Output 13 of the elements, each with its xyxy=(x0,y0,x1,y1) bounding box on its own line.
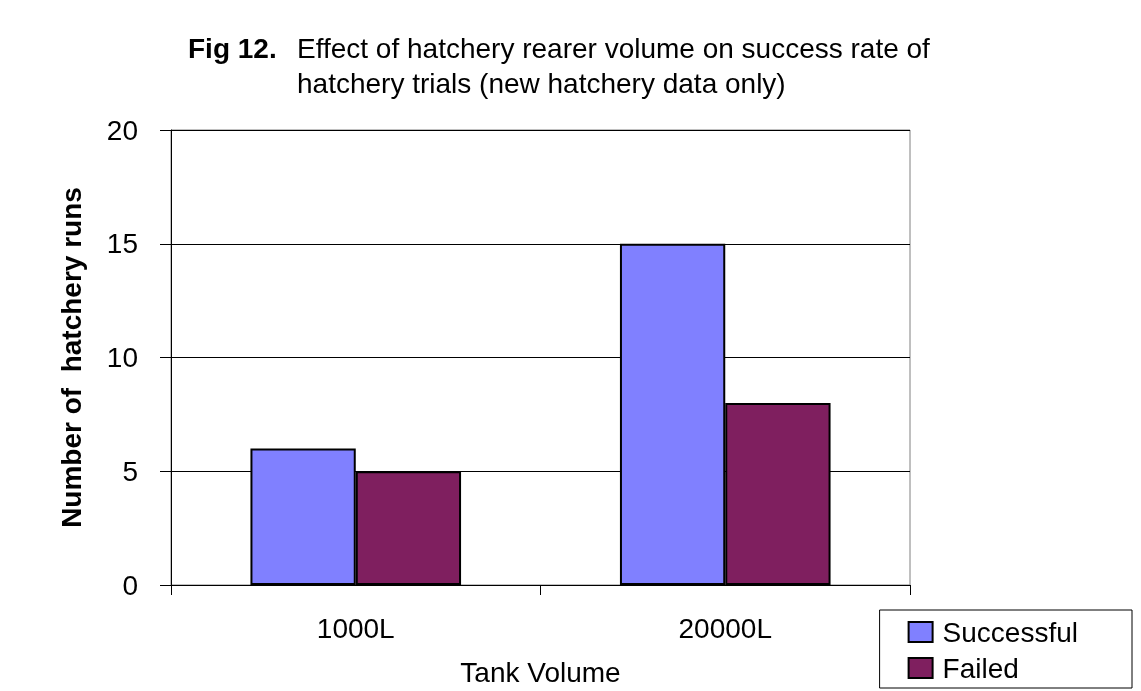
x-axis-title: Tank Volume xyxy=(460,656,621,688)
x-tick-label: 1000L xyxy=(316,612,395,644)
y-tick-label: 10 xyxy=(106,342,138,373)
y-axis-title: Number of hatchery runs xyxy=(55,187,87,528)
legend-label: Failed xyxy=(942,652,1019,684)
legend-label: Successful xyxy=(942,616,1079,648)
y-tick-label: 0 xyxy=(122,569,138,601)
x-tick-label: 20000L xyxy=(678,612,772,644)
y-tick-label: 15 xyxy=(106,228,138,260)
y-tick-label: 5 xyxy=(122,455,138,487)
chart-title: Fig 12. xyxy=(188,33,277,64)
y-tick-label: 20 xyxy=(106,114,138,146)
chart-subtitle: Effect of hatchery rearer volume on success rate of hatchery trials (new hatchery data only) xyxy=(297,33,938,99)
